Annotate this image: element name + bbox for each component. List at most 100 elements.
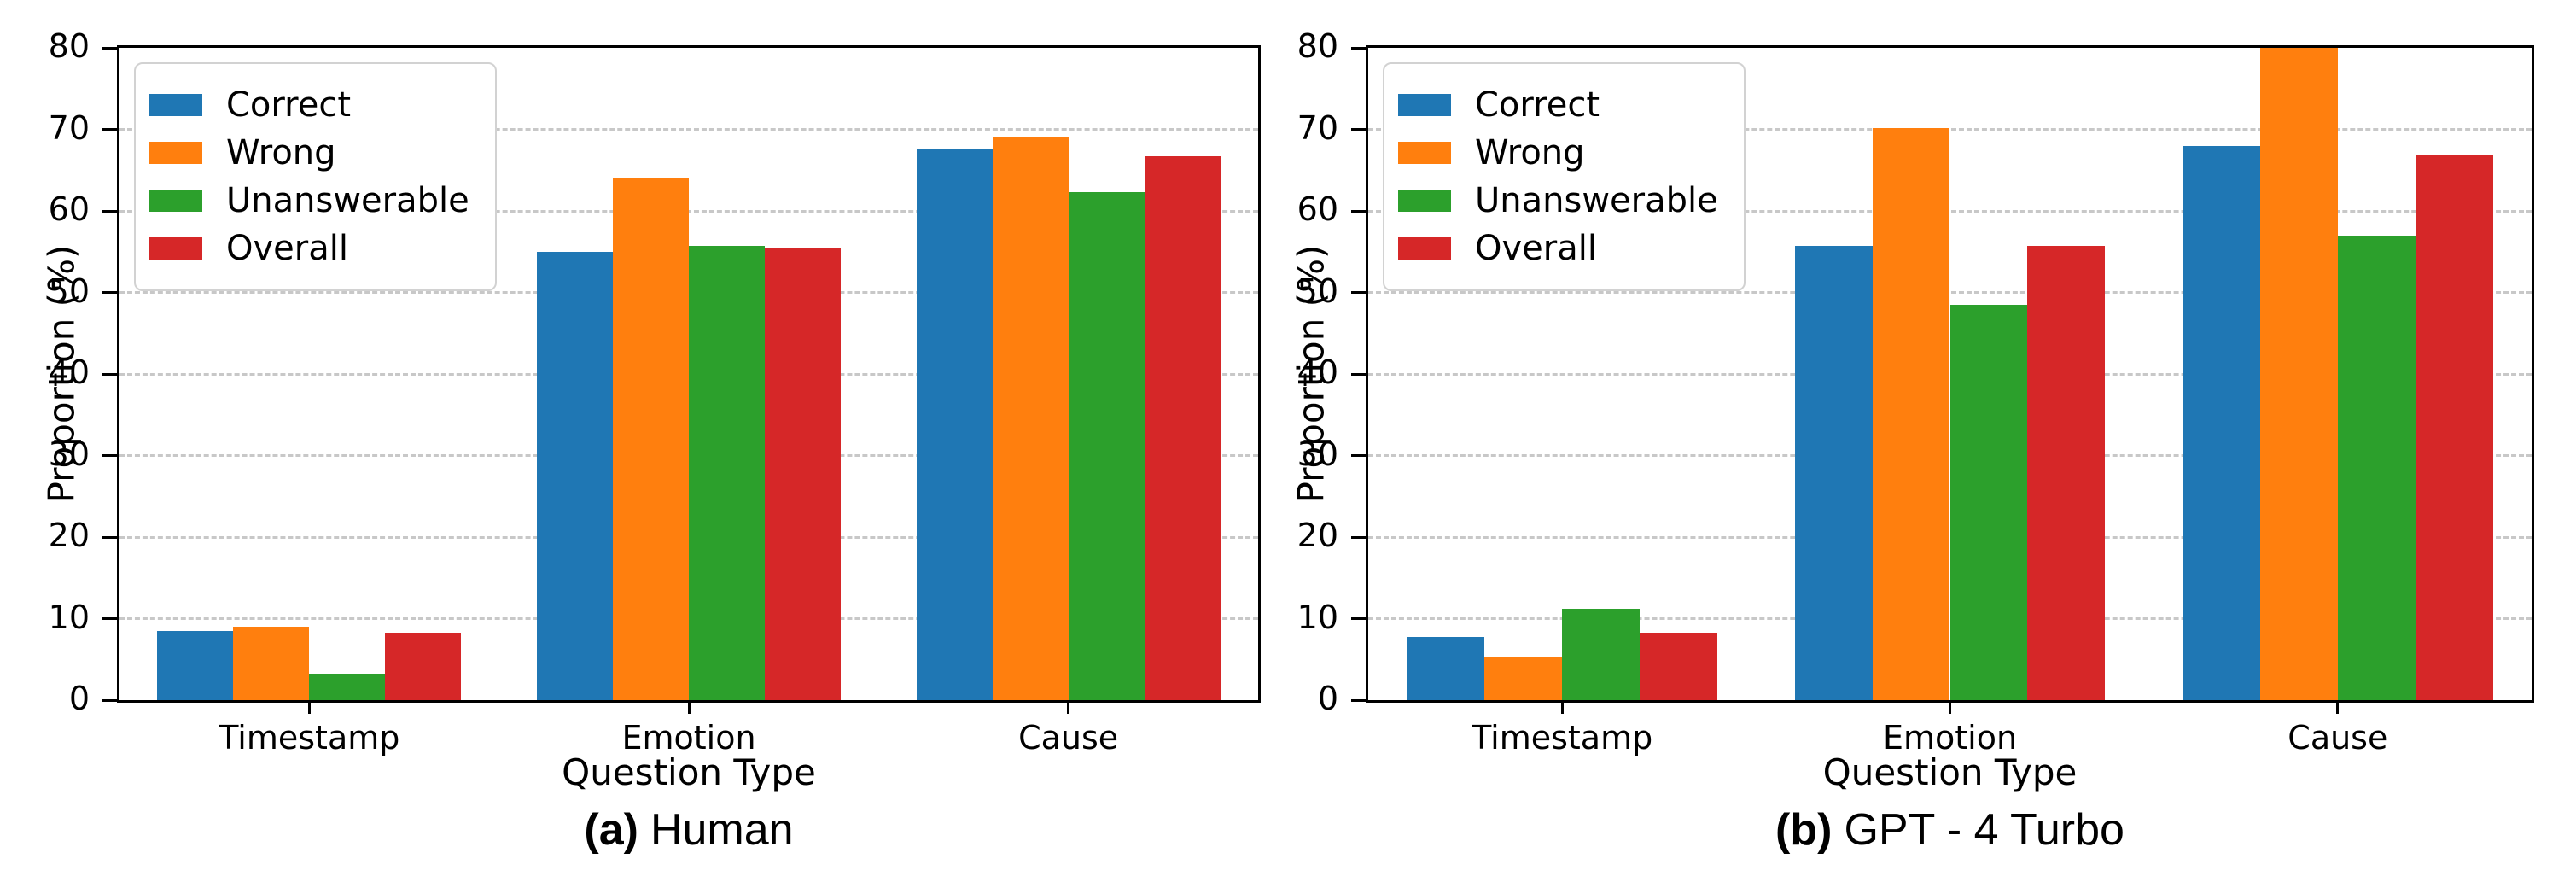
legend-item-correct: Correct	[149, 86, 469, 124]
y-tick-mark	[102, 617, 117, 620]
y-tick-mark	[1351, 128, 1366, 131]
y-tick-mark	[102, 372, 117, 376]
bar-cause-overall	[1144, 156, 1221, 700]
y-tick-label: 30	[1297, 435, 1338, 473]
y-tick-label: 20	[1297, 517, 1338, 555]
legend-swatch-wrong	[1398, 142, 1451, 164]
x-tick-mark	[1949, 703, 1951, 714]
y-tick-mark	[1351, 46, 1366, 50]
y-tick-label: 10	[1297, 598, 1338, 636]
bar-cause-correct	[916, 149, 993, 700]
legend: Correct Wrong Unanswerable Overall	[134, 62, 497, 291]
y-tick-mark	[1351, 209, 1366, 213]
y-tick-label: 50	[48, 272, 90, 310]
y-tick-label: 60	[1297, 190, 1338, 229]
bar-emotion-correct	[1794, 246, 1873, 700]
bar-timestamp-correct	[157, 630, 234, 700]
bar-cause-wrong	[2259, 48, 2338, 700]
y-tick-label: 70	[1297, 108, 1338, 147]
x-tick-mark	[1067, 703, 1070, 714]
legend-swatch-overall	[1398, 237, 1451, 260]
gridline-60	[1368, 209, 2532, 213]
y-tick-mark	[1351, 698, 1366, 702]
legend-label: Unanswerable	[1475, 181, 1718, 220]
x-tick-mark	[1560, 703, 1564, 714]
y-tick-label: 50	[1297, 272, 1338, 310]
y-tick-label: 0	[68, 680, 90, 718]
y-tick-mark	[102, 535, 117, 539]
legend-swatch-overall	[149, 237, 202, 260]
y-tick-mark	[1351, 454, 1366, 457]
bar-timestamp-wrong	[233, 627, 310, 700]
bar-emotion-wrong	[613, 177, 689, 700]
legend-label: Overall	[226, 229, 348, 268]
bar-timestamp-overall	[1640, 632, 1717, 700]
legend-item-wrong: Wrong	[149, 134, 469, 172]
legend-item-correct: Correct	[1398, 86, 1718, 124]
bar-timestamp-correct	[1407, 636, 1485, 700]
bar-emotion-overall	[764, 247, 841, 700]
legend-swatch-correct	[149, 94, 202, 116]
legend-label: Correct	[1475, 85, 1600, 125]
y-tick-mark	[102, 46, 117, 50]
caption-index: (b)	[1775, 805, 1833, 855]
legend-swatch-wrong	[149, 142, 202, 164]
x-axis-label: Question Type	[1822, 751, 2078, 793]
y-tick-mark	[102, 698, 117, 702]
x-tick-mark	[307, 703, 311, 714]
y-tick-mark	[102, 454, 117, 457]
bar-emotion-correct	[537, 251, 614, 700]
legend-item-wrong: Wrong	[1398, 134, 1718, 172]
legend-label: Correct	[226, 85, 351, 125]
caption-title: Human	[650, 805, 794, 855]
y-tick-label: 80	[1297, 27, 1338, 66]
bar-timestamp-unanswerable	[1562, 609, 1641, 700]
x-tick-mark	[687, 703, 691, 714]
bar-cause-overall	[2415, 155, 2493, 700]
bar-timestamp-unanswerable	[309, 674, 386, 700]
x-tick-label: Timestamp	[1472, 719, 1653, 756]
y-tick-mark	[1351, 617, 1366, 620]
y-tick-label: 40	[1297, 353, 1338, 392]
y-tick-mark	[102, 128, 117, 131]
bar-emotion-wrong	[1872, 127, 1950, 700]
bar-emotion-overall	[2027, 246, 2106, 700]
gridline-70	[119, 128, 1258, 131]
x-tick-label: Emotion	[621, 719, 756, 756]
legend-label: Overall	[1475, 229, 1597, 268]
legend-swatch-unanswerable	[1398, 190, 1451, 212]
bar-emotion-unanswerable	[1949, 304, 2028, 700]
bar-cause-unanswerable	[1068, 192, 1145, 700]
bar-cause-wrong	[992, 137, 1069, 700]
x-tick-label: Cause	[2288, 719, 2388, 756]
y-tick-mark	[102, 291, 117, 294]
legend-label: Unanswerable	[226, 181, 469, 220]
legend-label: Wrong	[1475, 133, 1585, 172]
legend-item-overall: Overall	[149, 230, 469, 267]
y-tick-label: 70	[48, 108, 90, 147]
x-tick-label: Timestamp	[219, 719, 400, 756]
plot-area-gpt4-turbo: 0 10 20 30 40 50 60 70 80 Timestamp Emotion Cause Co…	[1297, 30, 2534, 756]
y-tick-label: 30	[48, 435, 90, 473]
caption-human: (a) Human	[584, 804, 793, 856]
x-axis-label: Question Type	[562, 751, 816, 793]
legend-label: Wrong	[226, 133, 336, 172]
gridline-50	[1368, 291, 2532, 294]
legend-item-unanswerable: Unanswerable	[1398, 182, 1718, 219]
y-tick-mark	[102, 209, 117, 213]
gridline-60	[119, 209, 1258, 213]
bar-cause-correct	[2183, 145, 2260, 700]
plot-area-human: 0 10 20 30 40 50 60 70 80 Timestamp Emotion Cause Co…	[49, 30, 1261, 756]
y-tick-mark	[1351, 372, 1366, 376]
y-tick-mark	[1351, 535, 1366, 539]
bar-emotion-unanswerable	[689, 246, 765, 700]
x-tick-label: Cause	[1018, 719, 1119, 756]
bar-cause-unanswerable	[2337, 235, 2416, 700]
caption-title: GPT - 4 Turbo	[1844, 805, 2124, 855]
y-tick-label: 80	[48, 27, 90, 66]
legend-item-overall: Overall	[1398, 230, 1718, 267]
y-tick-label: 0	[1317, 680, 1338, 718]
y-tick-label: 60	[48, 190, 90, 229]
gridline-70	[1368, 128, 2532, 131]
